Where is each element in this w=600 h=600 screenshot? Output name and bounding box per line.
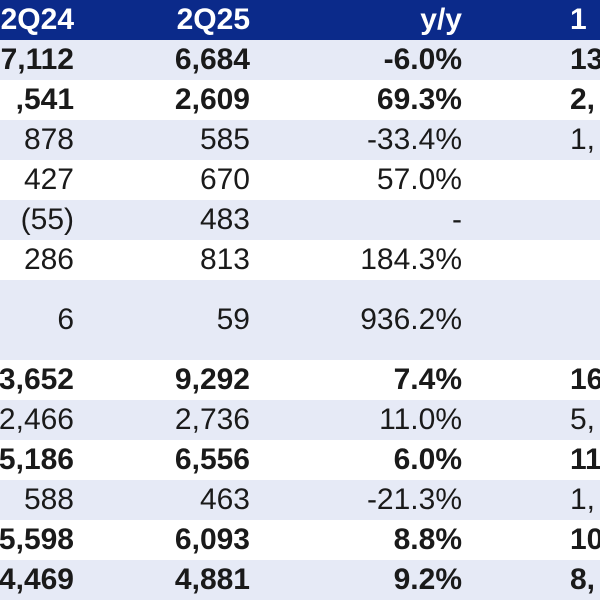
table-row: 2,466 2,736 11.0% 5, <box>0 400 600 440</box>
header-yoy: y/y <box>420 3 462 36</box>
cell-partial: 10, <box>570 523 600 556</box>
cell-yoy: 936.2% <box>360 303 462 336</box>
cell-yoy: 7.4% <box>393 363 462 396</box>
cell-2q24: 5,598 <box>0 523 74 556</box>
table-row: 286 813 184.3% <box>0 240 600 280</box>
cell-2q24: 286 <box>23 243 74 276</box>
table-row: 7,112 6,684 -6.0% 13, <box>0 40 600 80</box>
cell-2q25: 670 <box>199 163 250 196</box>
cell-yoy: - <box>452 203 462 236</box>
cell-yoy: 11.0% <box>379 403 462 436</box>
cell-2q25: 59 <box>216 303 250 336</box>
cell-2q25: 9,292 <box>174 363 250 396</box>
cell-2q24: 878 <box>23 123 74 156</box>
header-partial: 1 <box>570 3 587 36</box>
header-2q24: 2Q24 <box>0 3 74 36</box>
cell-yoy: -33.4% <box>366 123 462 156</box>
cell-yoy: -6.0% <box>383 43 462 76</box>
cell-partial: 1, <box>570 123 596 156</box>
cell-partial: 13, <box>570 43 600 76</box>
cell-2q25: 813 <box>199 243 250 276</box>
cell-yoy: 6.0% <box>393 443 462 476</box>
table-row: 6 59 936.2% <box>0 280 600 360</box>
header-2q25: 2Q25 <box>176 3 250 36</box>
cell-yoy: 184.3% <box>360 243 462 276</box>
table-row: ,541 2,609 69.3% 2, <box>0 80 600 120</box>
cell-yoy: -21.3% <box>366 483 462 516</box>
table-row: (55) 483 - <box>0 200 600 240</box>
cell-2q25: 2,609 <box>174 83 250 116</box>
cell-2q24: 2,466 <box>0 403 74 436</box>
cell-2q24: 6 <box>57 303 74 336</box>
table-row: 427 670 57.0% <box>0 160 600 200</box>
cell-partial: 11, <box>570 443 600 476</box>
cell-2q24: (55) <box>20 203 74 236</box>
cell-partial: 16, <box>570 363 600 396</box>
cell-2q24: 4,469 <box>0 563 74 596</box>
cell-2q25: 483 <box>199 203 250 236</box>
cell-2q25: 4,881 <box>174 563 250 596</box>
table-row: 3,652 9,292 7.4% 16, <box>0 360 600 400</box>
cell-yoy: 57.0% <box>376 163 462 196</box>
cell-partial: 8, <box>570 563 596 596</box>
cell-2q24: 7,112 <box>0 43 74 76</box>
table-header: 2Q24 2Q25 y/y 1 <box>0 0 600 40</box>
cell-2q25: 463 <box>199 483 250 516</box>
table-row: 5,598 6,093 8.8% 10, <box>0 520 600 560</box>
cell-2q24: 3,652 <box>0 363 74 396</box>
table-row: 588 463 -21.3% 1, <box>0 480 600 520</box>
cell-yoy: 9.2% <box>393 563 462 596</box>
table-row: 5,186 6,556 6.0% 11, <box>0 440 600 480</box>
cell-2q24: 427 <box>23 163 74 196</box>
cell-yoy: 8.8% <box>393 523 462 556</box>
cell-2q25: 6,556 <box>174 443 250 476</box>
cell-partial: 5, <box>570 403 596 436</box>
table-row: 4,469 4,881 9.2% 8, <box>0 560 600 600</box>
cell-partial: 2, <box>570 83 596 116</box>
cell-2q25: 6,684 <box>174 43 250 76</box>
cell-2q24: 588 <box>23 483 74 516</box>
table-row: 878 585 -33.4% 1, <box>0 120 600 160</box>
cell-2q25: 2,736 <box>174 403 250 436</box>
cell-2q24: 5,186 <box>0 443 74 476</box>
cell-yoy: 69.3% <box>376 83 462 116</box>
cell-2q25: 6,093 <box>174 523 250 556</box>
cell-2q24: ,541 <box>15 83 74 116</box>
cell-2q25: 585 <box>199 123 250 156</box>
cell-partial: 1, <box>570 483 596 516</box>
